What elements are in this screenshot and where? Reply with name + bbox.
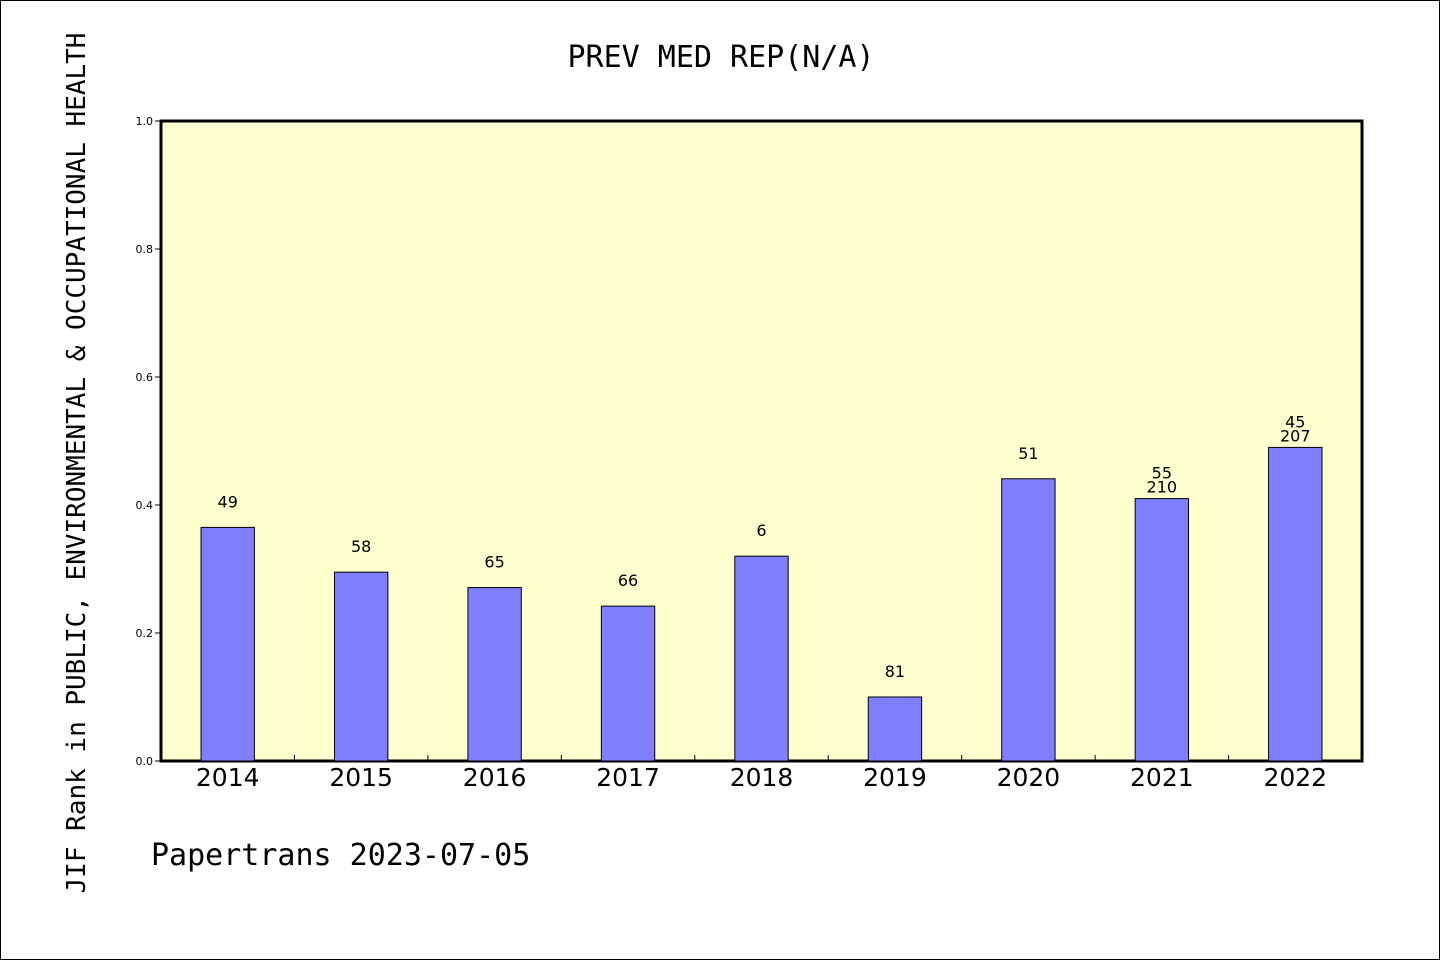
bar bbox=[734, 555, 789, 762]
x-axis-ticks: 2014 2015 2016 2017 2018 2019 2020 2021 2022 bbox=[196, 755, 1327, 792]
bar bbox=[867, 696, 923, 762]
bar-value-label: 65 bbox=[484, 553, 504, 572]
bar-value-label: 55 bbox=[1152, 464, 1172, 483]
bar bbox=[1134, 498, 1190, 762]
bar-value-label: 81 bbox=[885, 662, 905, 681]
y-tick-label: 0.6 bbox=[136, 371, 154, 384]
x-tick-label: 2015 bbox=[329, 763, 393, 792]
bar bbox=[200, 526, 255, 762]
y-axis-ticks: 0.0 0.2 0.4 0.6 0.8 1.0 bbox=[136, 115, 161, 768]
bar bbox=[1001, 478, 1056, 762]
x-tick-label: 2016 bbox=[463, 763, 527, 792]
x-tick-label: 2022 bbox=[1263, 763, 1327, 792]
y-tick-label: 0.8 bbox=[136, 243, 154, 256]
bar-value-label: 49 bbox=[218, 492, 238, 511]
x-tick-label: 2019 bbox=[863, 763, 927, 792]
bar-value-label: 207 bbox=[1280, 426, 1311, 445]
bar-value-label: 45 bbox=[1285, 412, 1305, 431]
y-tick-label: 0.2 bbox=[136, 627, 154, 640]
y-tick-label: 0.0 bbox=[136, 755, 154, 768]
chart-title: PREV MED REP(N/A) bbox=[567, 40, 874, 75]
x-tick-label: 2020 bbox=[997, 763, 1061, 792]
x-tick-label: 2014 bbox=[196, 763, 260, 792]
bar bbox=[600, 605, 656, 762]
bar-value-label: 66 bbox=[618, 571, 638, 590]
x-tick-label: 2021 bbox=[1130, 763, 1194, 792]
bar-value-label: 51 bbox=[1018, 444, 1038, 463]
bar-value-label: 58 bbox=[351, 537, 371, 556]
bar-series bbox=[200, 446, 1323, 762]
y-axis-label: JIF Rank in PUBLIC, ENVIRONMENTAL & OCCU… bbox=[62, 33, 92, 894]
y-tick-label: 1.0 bbox=[136, 115, 154, 128]
bar-value-label: 210 bbox=[1147, 478, 1178, 497]
x-tick-label: 2018 bbox=[730, 763, 794, 792]
bar bbox=[467, 587, 522, 762]
x-tick-label: 2017 bbox=[596, 763, 660, 792]
bar bbox=[1268, 446, 1323, 762]
footer-credit: Papertrans 2023-07-05 bbox=[151, 838, 530, 873]
bar-value-label: 6 bbox=[756, 521, 766, 540]
bar bbox=[333, 571, 389, 762]
y-tick-label: 0.4 bbox=[136, 499, 154, 512]
